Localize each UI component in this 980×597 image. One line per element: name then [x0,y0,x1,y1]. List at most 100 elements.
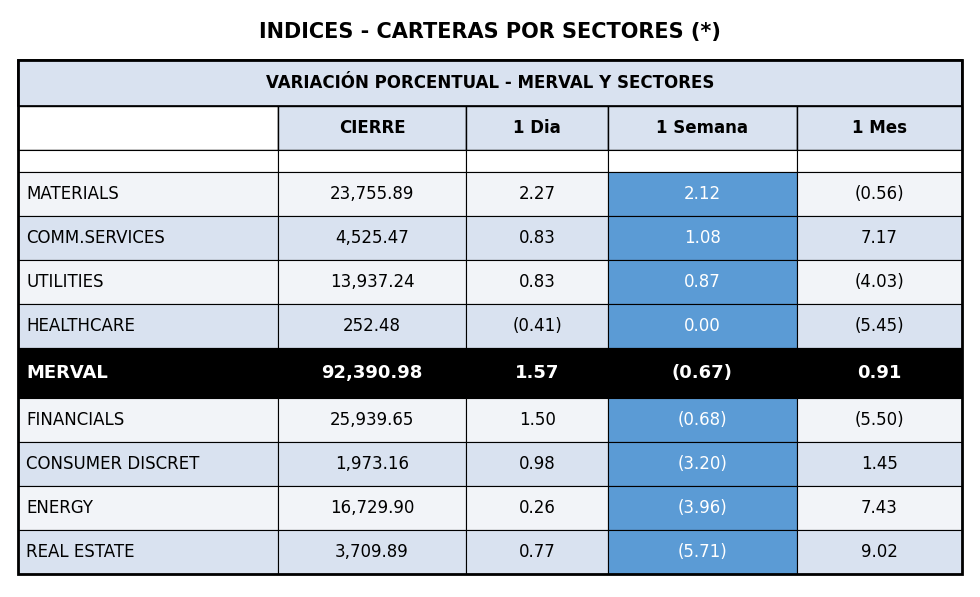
Text: 0.83: 0.83 [518,229,556,247]
Bar [277,150,466,172]
Bar [797,216,962,260]
Text: REAL ESTATE: REAL ESTATE [26,543,134,561]
Bar [277,216,466,260]
Bar [608,304,797,348]
Bar [18,304,277,348]
Bar [18,106,277,150]
Bar [18,442,277,486]
Bar [466,260,608,304]
Text: COMM.SERVICES: COMM.SERVICES [26,229,165,247]
Bar [466,216,608,260]
Text: UTILITIES: UTILITIES [26,273,104,291]
Bar [797,530,962,574]
Text: FINANCIALS: FINANCIALS [26,411,124,429]
Bar [797,172,962,216]
Text: 1.08: 1.08 [684,229,721,247]
Text: (0.56): (0.56) [855,185,905,203]
Text: 3,709.89: 3,709.89 [335,543,409,561]
Text: (3.96): (3.96) [677,499,727,517]
Bar [18,60,962,574]
Text: 1 Semana: 1 Semana [657,119,749,137]
Bar [608,150,797,172]
Bar [608,442,797,486]
Bar [466,442,608,486]
Bar [277,530,466,574]
Bar [466,304,608,348]
Text: 2.12: 2.12 [684,185,721,203]
Bar [608,260,797,304]
Bar [18,260,277,304]
Bar [18,486,277,530]
Bar [18,150,277,172]
Text: 1 Dia: 1 Dia [514,119,562,137]
Bar [608,348,797,398]
Bar [608,216,797,260]
Text: 23,755.89: 23,755.89 [330,185,415,203]
Text: MATERIALS: MATERIALS [26,185,119,203]
Bar [608,530,797,574]
Bar [797,304,962,348]
Bar [797,348,962,398]
Text: 0.26: 0.26 [518,499,556,517]
Bar [277,442,466,486]
Text: ENERGY: ENERGY [26,499,93,517]
Bar [18,398,277,442]
Bar [277,106,466,150]
Bar [797,442,962,486]
Text: VARIACIÓN PORCENTUAL - MERVAL Y SECTORES: VARIACIÓN PORCENTUAL - MERVAL Y SECTORES [266,74,714,92]
Bar [277,398,466,442]
Text: 0.00: 0.00 [684,317,720,335]
Text: (0.67): (0.67) [672,364,733,382]
Text: 0.77: 0.77 [518,543,556,561]
Text: 1.57: 1.57 [515,364,560,382]
Text: 7.43: 7.43 [861,499,898,517]
Bar [797,106,962,150]
Text: 7.17: 7.17 [861,229,898,247]
Text: 92,390.98: 92,390.98 [321,364,422,382]
Text: 4,525.47: 4,525.47 [335,229,409,247]
Bar [608,106,797,150]
Text: 0.98: 0.98 [518,455,556,473]
Bar [277,486,466,530]
Bar [797,150,962,172]
Text: (5.45): (5.45) [855,317,905,335]
Text: 25,939.65: 25,939.65 [330,411,415,429]
Text: (0.41): (0.41) [513,317,563,335]
Text: INDICES - CARTERAS POR SECTORES (*): INDICES - CARTERAS POR SECTORES (*) [259,22,721,42]
Bar [608,398,797,442]
Text: HEALTHCARE: HEALTHCARE [26,317,135,335]
Text: 0.91: 0.91 [858,364,902,382]
Text: 13,937.24: 13,937.24 [329,273,415,291]
Bar [277,304,466,348]
Text: 2.27: 2.27 [518,185,556,203]
Text: (0.68): (0.68) [677,411,727,429]
Bar [466,530,608,574]
Bar [18,348,277,398]
Bar [797,486,962,530]
Bar [277,260,466,304]
Text: 1.50: 1.50 [518,411,556,429]
Bar [608,172,797,216]
Bar [466,150,608,172]
Text: CONSUMER DISCRET: CONSUMER DISCRET [26,455,199,473]
Bar [18,216,277,260]
Text: 0.83: 0.83 [518,273,556,291]
Bar [466,348,608,398]
Bar [466,486,608,530]
Text: 1 Mes: 1 Mes [852,119,906,137]
Text: 9.02: 9.02 [861,543,898,561]
Bar [277,348,466,398]
Bar [466,172,608,216]
Bar [277,172,466,216]
Bar [18,172,277,216]
Text: (5.71): (5.71) [677,543,727,561]
Text: MERVAL: MERVAL [26,364,108,382]
Bar [608,486,797,530]
Text: (5.50): (5.50) [855,411,905,429]
Bar [797,260,962,304]
Bar [466,106,608,150]
Text: 1,973.16: 1,973.16 [335,455,409,473]
Text: (3.20): (3.20) [677,455,727,473]
Bar [18,60,962,106]
Bar [466,398,608,442]
